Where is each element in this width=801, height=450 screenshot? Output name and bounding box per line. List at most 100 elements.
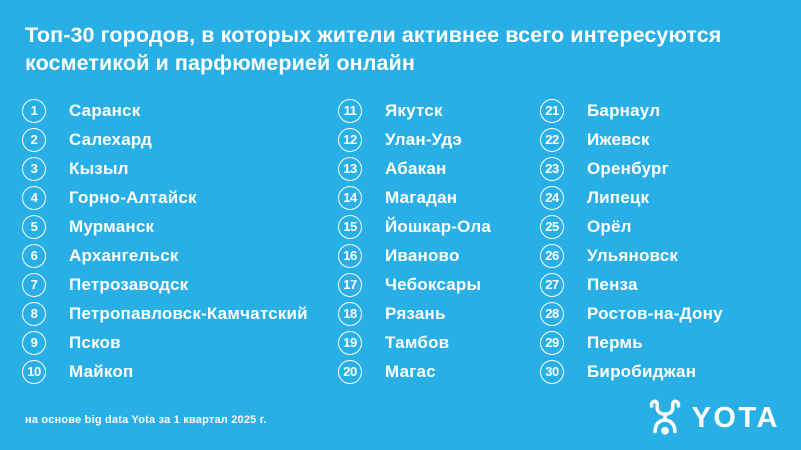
rank-badge: 21 <box>540 98 564 123</box>
rank-badge: 29 <box>540 330 564 355</box>
city-name: Салехард <box>69 129 153 149</box>
rank-badge: 1 <box>22 98 46 123</box>
rank-badge: 15 <box>338 214 362 239</box>
list-item: 9 Псков <box>22 328 332 357</box>
city-name: Рязань <box>385 303 446 323</box>
list-item: 6 Архангельск <box>22 241 332 270</box>
list-item: 3 Кызыл <box>22 154 332 183</box>
city-name: Магас <box>385 361 436 381</box>
rank-badge: 8 <box>22 301 46 326</box>
city-name: Горно-Алтайск <box>69 187 197 207</box>
city-name: Петропавловск-Камчатский <box>69 303 308 323</box>
city-name: Орёл <box>587 216 632 236</box>
rank-badge: 10 <box>22 359 46 384</box>
list-item: 17 Чебоксары <box>338 270 538 299</box>
city-name: Липецк <box>587 187 650 207</box>
list-item: 21 Барнаул <box>540 96 790 125</box>
rank-badge: 20 <box>338 359 362 384</box>
city-name: Псков <box>69 332 121 352</box>
rank-badge: 14 <box>338 185 362 210</box>
city-name: Магадан <box>385 187 458 207</box>
rank-badge: 6 <box>22 243 46 268</box>
city-name: Ростов-на-Дону <box>587 303 723 323</box>
ranking-column-1: 1 Саранск 2 Салехард 3 Кызыл 4 Горно-Алтайск 5 Му… <box>22 96 332 386</box>
list-item: 5 Мурманск <box>22 212 332 241</box>
rank-badge: 4 <box>22 185 46 210</box>
city-name: Барнаул <box>587 100 661 120</box>
list-item: 12 Улан-Удэ <box>338 125 538 154</box>
list-item: 13 Абакан <box>338 154 538 183</box>
city-name: Иваново <box>385 245 460 265</box>
list-item: 15 Йошкар-Ола <box>338 212 538 241</box>
list-item: 7 Петрозаводск <box>22 270 332 299</box>
city-name: Ижевск <box>587 129 650 149</box>
city-name: Майкоп <box>69 361 134 381</box>
city-name: Биробиджан <box>587 361 697 381</box>
city-name: Улан-Удэ <box>385 129 462 149</box>
rank-badge: 3 <box>22 156 46 181</box>
rank-badge: 9 <box>22 330 46 355</box>
city-name: Пенза <box>587 274 638 294</box>
list-item: 18 Рязань <box>338 299 538 328</box>
rank-badge: 30 <box>540 359 564 384</box>
ranking-column-3: 21 Барнаул 22 Ижевск 23 Оренбург 24 Липецк 25 Орё… <box>540 96 790 386</box>
city-name: Кызыл <box>69 158 129 178</box>
city-name: Ульяновск <box>587 245 679 265</box>
city-name: Архангельск <box>69 245 179 265</box>
city-name: Йошкар-Ола <box>385 216 492 236</box>
yota-logo: YOTA <box>648 396 780 440</box>
yota-wordmark: YOTA <box>691 401 780 434</box>
list-item: 1 Саранск <box>22 96 332 125</box>
list-item: 25 Орёл <box>540 212 790 241</box>
city-name: Оренбург <box>587 158 669 178</box>
city-name: Пермь <box>587 332 643 352</box>
list-item: 27 Пенза <box>540 270 790 299</box>
list-item: 22 Ижевск <box>540 125 790 154</box>
list-item: 20 Магас <box>338 357 538 386</box>
list-item: 28 Ростов-на-Дону <box>540 299 790 328</box>
rank-badge: 11 <box>338 98 362 123</box>
list-item: 4 Горно-Алтайск <box>22 183 332 212</box>
rank-badge: 5 <box>22 214 46 239</box>
rank-badge: 7 <box>22 272 46 297</box>
rank-badge: 17 <box>338 272 362 297</box>
rank-badge: 26 <box>540 243 564 268</box>
city-name: Петрозаводск <box>69 274 189 294</box>
rank-badge: 22 <box>540 127 564 152</box>
rank-badge: 23 <box>540 156 564 181</box>
list-item: 16 Иваново <box>338 241 538 270</box>
city-name: Мурманск <box>69 216 155 236</box>
list-item: 10 Майкоп <box>22 357 332 386</box>
list-item: 26 Ульяновск <box>540 241 790 270</box>
city-name: Абакан <box>385 158 447 178</box>
city-name: Якутск <box>385 100 443 120</box>
list-item: 8 Петропавловск-Камчатский <box>22 299 332 328</box>
yota-figure-icon <box>649 399 680 435</box>
data-source-note: на основе big data Yota за 1 квартал 202… <box>25 414 267 426</box>
rank-badge: 2 <box>22 127 46 152</box>
rank-badge: 24 <box>540 185 564 210</box>
rank-badge: 18 <box>338 301 362 326</box>
list-item: 11 Якутск <box>338 96 538 125</box>
city-name: Саранск <box>69 100 141 120</box>
list-item: 14 Магадан <box>338 183 538 212</box>
rank-badge: 13 <box>338 156 362 181</box>
page-title: Топ-30 городов, в которых жители активне… <box>25 23 722 75</box>
list-item: 24 Липецк <box>540 183 790 212</box>
rank-badge: 19 <box>338 330 362 355</box>
list-item: 23 Оренбург <box>540 154 790 183</box>
ranking-column-2: 11 Якутск 12 Улан-Удэ 13 Абакан 14 Магадан 15 Йош… <box>338 96 538 386</box>
list-item: 29 Пермь <box>540 328 790 357</box>
list-item: 19 Тамбов <box>338 328 538 357</box>
list-item: 30 Биробиджан <box>540 357 790 386</box>
city-ranking-list: 1 Саранск 2 Салехард 3 Кызыл 4 Горно-Алтайск 5 Му… <box>0 96 801 388</box>
rank-badge: 27 <box>540 272 564 297</box>
city-name: Тамбов <box>385 332 450 352</box>
rank-badge: 16 <box>338 243 362 268</box>
rank-badge: 12 <box>338 127 362 152</box>
list-item: 2 Салехард <box>22 125 332 154</box>
rank-badge: 25 <box>540 214 564 239</box>
rank-badge: 28 <box>540 301 564 326</box>
city-name: Чебоксары <box>385 274 482 294</box>
